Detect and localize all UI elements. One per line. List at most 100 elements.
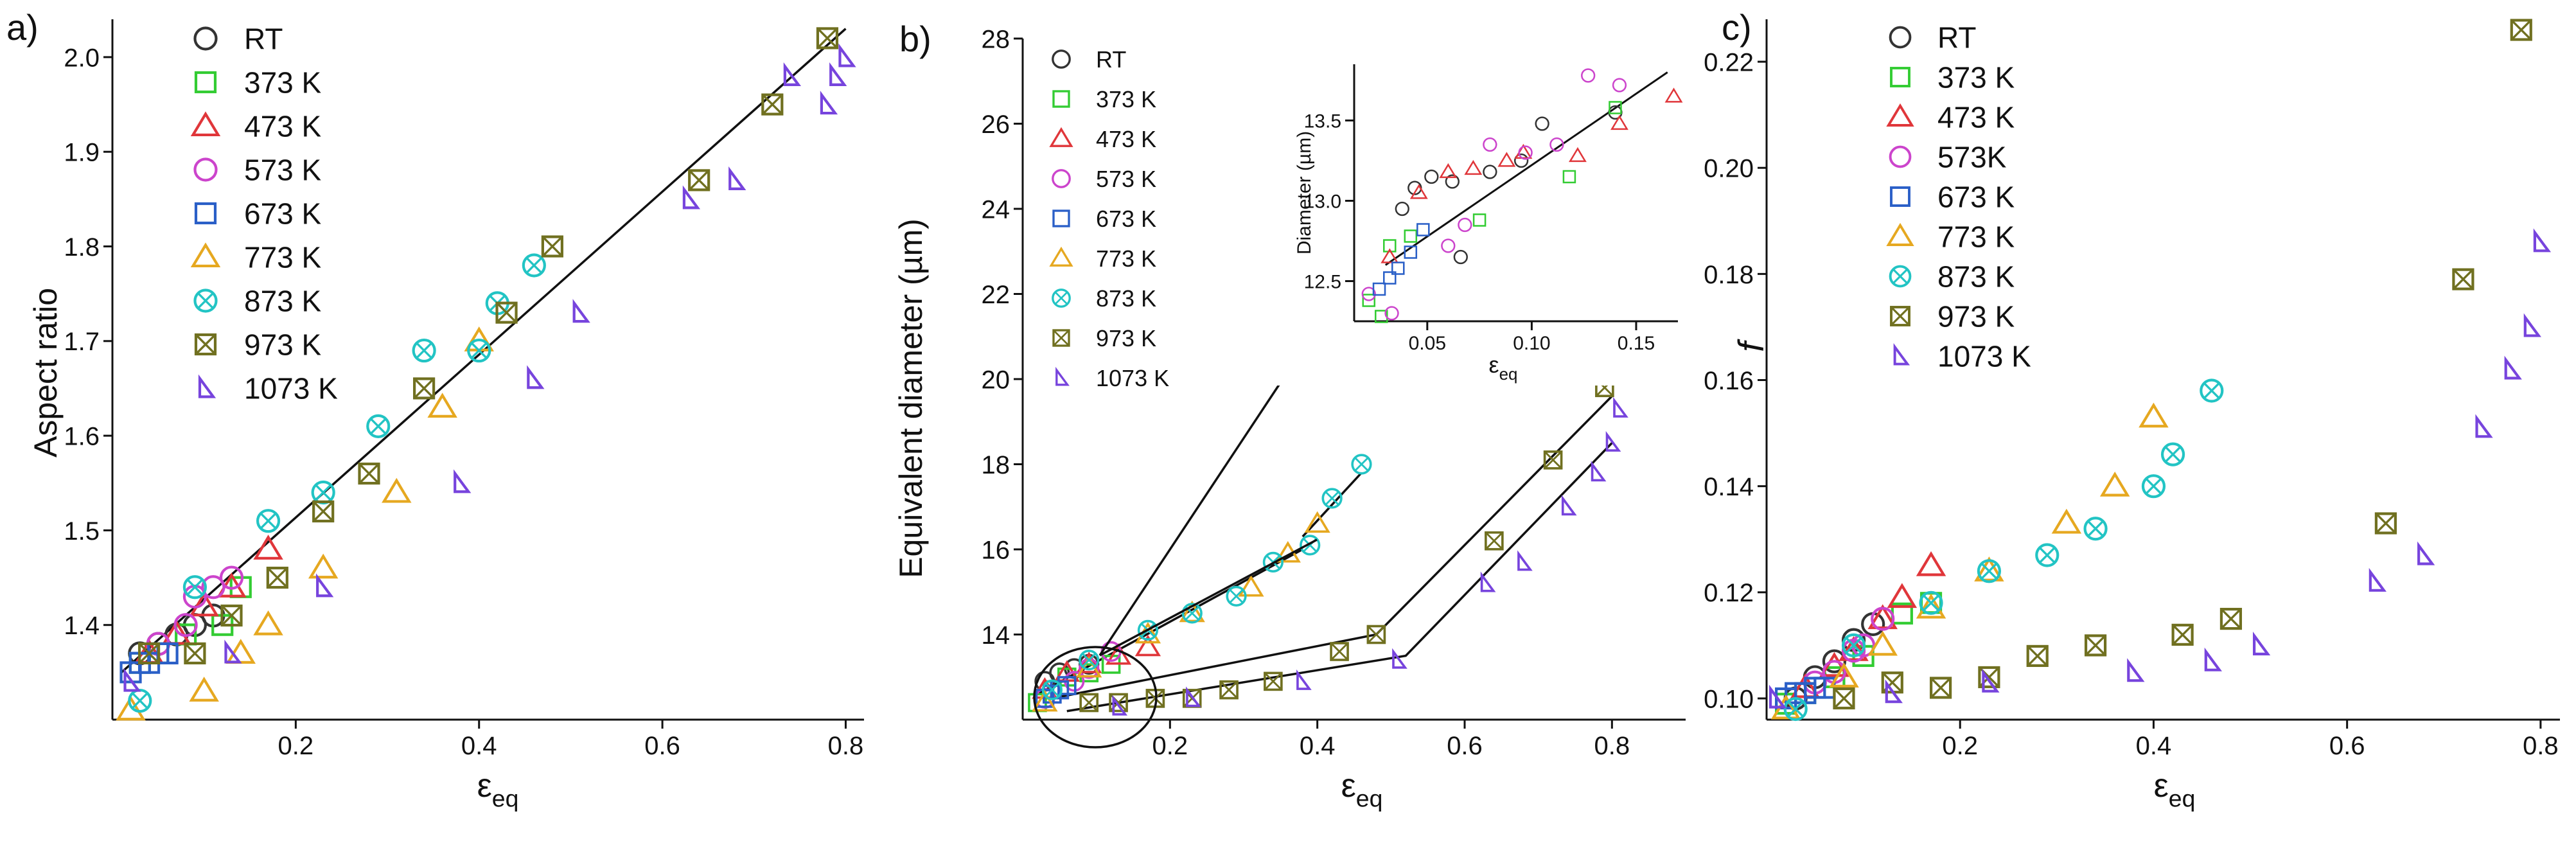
- data-point-973-k: [1330, 642, 1349, 661]
- data-point-1073-k: [572, 299, 590, 323]
- marker-cross: [1229, 589, 1244, 603]
- legend-label: 573K: [1937, 141, 2007, 174]
- marker-shape: [495, 301, 518, 324]
- marker-shape: [1049, 127, 1073, 147]
- marker-cross: [1264, 672, 1282, 691]
- marker-shape: [1052, 329, 1070, 347]
- legend-label: 873 K: [244, 285, 322, 318]
- marker-shape: [2083, 517, 2108, 541]
- data-point-673-k: [1383, 271, 1397, 285]
- series-673-k: [1372, 223, 1430, 296]
- data-point-rt: [1822, 649, 1847, 673]
- marker-cross: [2375, 513, 2397, 534]
- marker-shape: [1052, 169, 1071, 188]
- marker-cross: [1845, 637, 1862, 654]
- data-point-473-k: [1867, 604, 1898, 630]
- marker-shape: [1581, 68, 1596, 83]
- legend-label: RT: [244, 22, 283, 56]
- data-point-873-k: [522, 253, 546, 278]
- data-point-973-k: [2171, 623, 2194, 646]
- marker-shape: [1055, 366, 1070, 386]
- data-point-773-k: [116, 695, 146, 721]
- legend-label: 873 K: [1937, 260, 2015, 294]
- marker-shape: [1871, 607, 1895, 631]
- marker-cross: [197, 292, 214, 309]
- x-tick-label: 0.4: [2136, 732, 2172, 760]
- marker-shape: [1366, 625, 1386, 644]
- data-point-873-k: [1226, 585, 1247, 607]
- x-tick-label: 0.8: [1594, 732, 1630, 760]
- marker-shape: [1032, 689, 1058, 712]
- legend-label: RT: [1937, 21, 1977, 55]
- marker-shape: [193, 288, 218, 313]
- data-point-973-k: [761, 93, 784, 116]
- data-point-873-k: [311, 480, 335, 505]
- data-point-873-k: [1079, 650, 1100, 671]
- marker-shape: [2171, 623, 2194, 646]
- marker-shape: [412, 338, 436, 363]
- marker-cross: [1354, 457, 1369, 472]
- data-point-873-k: [2141, 474, 2166, 499]
- marker-shape: [1134, 634, 1161, 657]
- data-point-973-k: [2510, 19, 2532, 41]
- legend-marker-773-k: [1049, 246, 1073, 267]
- marker-cross: [2039, 547, 2056, 564]
- data-point-473-k: [1381, 248, 1399, 263]
- marker-shape: [783, 62, 802, 86]
- legend-label: 1073 K: [1937, 340, 2031, 373]
- marker-cross: [416, 342, 432, 359]
- legend-label: 773 K: [1937, 220, 2015, 254]
- data-point-973-k: [1264, 671, 1283, 691]
- data-point-1073-k: [838, 43, 856, 67]
- x-tick-label: 0.8: [2523, 732, 2559, 760]
- marker-cross: [1544, 450, 1562, 469]
- marker-shape: [1186, 686, 1201, 707]
- marker-shape: [1383, 239, 1397, 253]
- marker-shape: [1362, 294, 1376, 307]
- marker-shape: [1833, 687, 1855, 710]
- data-point-373-k: [1609, 101, 1622, 114]
- marker-shape: [1485, 531, 1504, 551]
- marker-shape: [1664, 87, 1683, 103]
- marker-shape: [1841, 633, 1866, 657]
- data-point-773-k: [1916, 593, 1946, 619]
- legend-marker-973-k: [194, 333, 217, 356]
- legend-marker-773-k: [1886, 222, 1914, 246]
- data-point-473-k: [189, 591, 219, 617]
- marker-shape: [1568, 146, 1587, 163]
- marker-shape: [2127, 658, 2145, 682]
- legend-label: 773 K: [244, 241, 322, 274]
- marker-shape: [1395, 201, 1409, 217]
- data-point-873-k: [1783, 697, 1808, 722]
- legend-marker-rt: [1052, 49, 1071, 69]
- legend-marker-873-k: [1052, 288, 1071, 308]
- data-point-1073-k: [1605, 430, 1621, 452]
- data-point-1073-k: [1296, 669, 1312, 690]
- y-tick-label: 13.5: [1304, 111, 1341, 132]
- marker-shape: [527, 365, 545, 389]
- marker-shape: [1483, 164, 1497, 179]
- legend-marker-573k: [1889, 145, 1912, 168]
- legend-marker-673-k: [1052, 209, 1070, 227]
- series-873-k: [1783, 378, 2224, 722]
- data-point-473-k: [1439, 163, 1458, 179]
- data-point-1073-k: [1112, 695, 1128, 716]
- marker-shape: [838, 43, 856, 67]
- x-axis-label-sub: eq: [2169, 785, 2196, 812]
- marker-shape: [2139, 402, 2169, 428]
- marker-shape: [184, 642, 206, 664]
- data-point-1073-k: [1480, 571, 1496, 592]
- data-point-rt: [1445, 174, 1460, 189]
- data-point-873-k: [2035, 543, 2060, 567]
- legend-label: 973 K: [1096, 325, 1156, 351]
- marker-cross: [1325, 491, 1339, 506]
- marker-shape: [1079, 693, 1099, 713]
- marker-shape: [1361, 287, 1376, 301]
- marker-shape: [1978, 666, 2000, 689]
- marker-shape: [682, 185, 701, 209]
- legend-marker-573-k: [193, 157, 218, 182]
- data-point-873-k: [1321, 488, 1343, 509]
- marker-shape: [1453, 249, 1468, 265]
- data-point-473-k: [1076, 652, 1102, 673]
- marker-shape: [1518, 145, 1533, 160]
